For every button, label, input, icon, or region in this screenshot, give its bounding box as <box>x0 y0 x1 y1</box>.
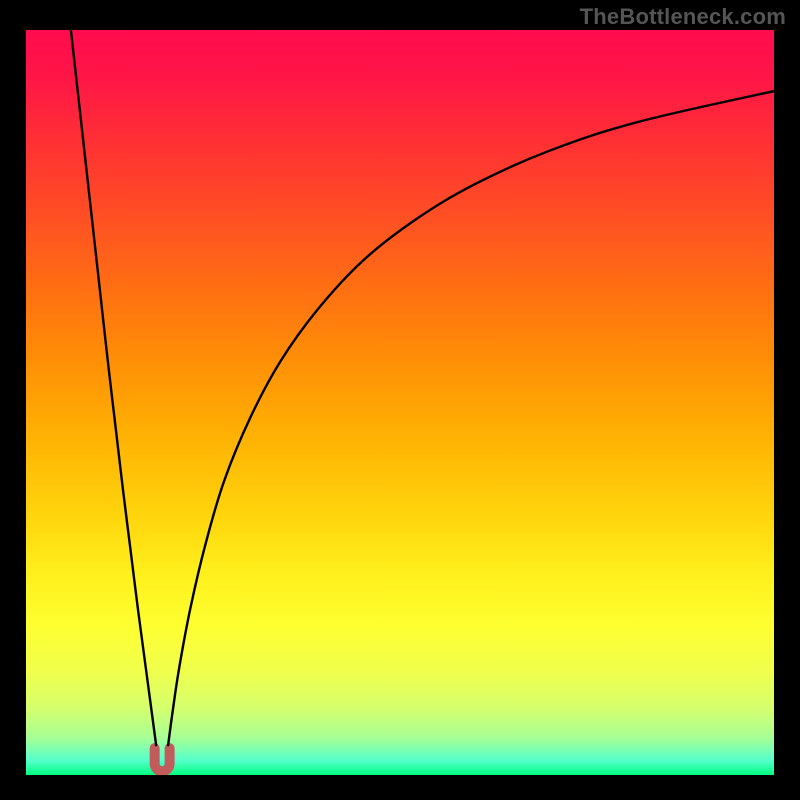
plot-area <box>26 30 774 775</box>
watermark-text: TheBottleneck.com <box>580 4 786 30</box>
chart-frame: TheBottleneck.com <box>0 0 800 800</box>
bottleneck-curve-chart <box>26 30 774 775</box>
gradient-background <box>26 30 774 775</box>
